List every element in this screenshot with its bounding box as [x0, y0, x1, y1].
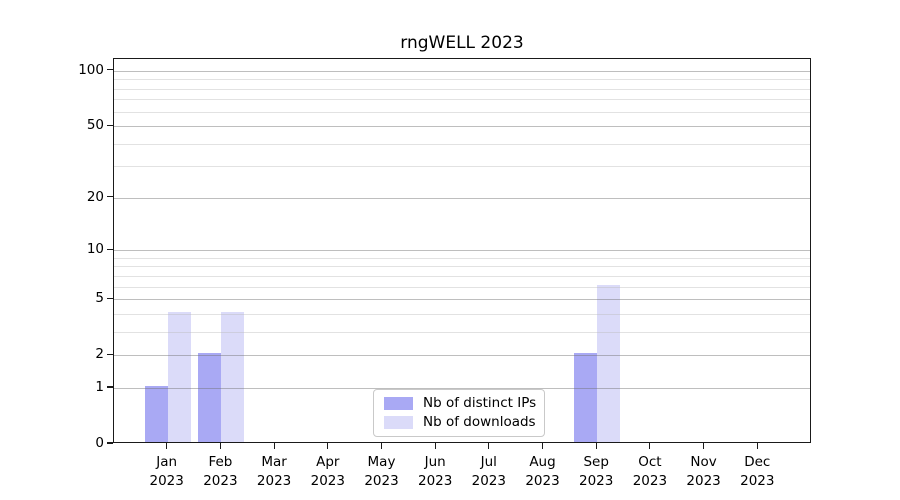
bar-distinct-ips — [198, 353, 222, 442]
y-tick-label: 50 — [86, 117, 104, 134]
y-axis-tick — [107, 297, 113, 299]
x-tick-label: Oct 2023 — [615, 453, 685, 490]
x-tick-year: 2023 — [632, 472, 668, 489]
bar-distinct-ips — [574, 353, 598, 442]
chart-title: rngWELL 2023 — [400, 33, 524, 53]
x-axis-tick — [380, 443, 383, 449]
x-tick-year: 2023 — [579, 472, 614, 489]
x-tick-month: Aug — [529, 454, 556, 470]
y-tick-label: 1 — [95, 379, 104, 395]
bar-downloads — [597, 284, 621, 442]
x-tick-month: Sep — [583, 454, 609, 470]
x-tick-year: 2023 — [364, 472, 399, 489]
x-tick-month: Feb — [208, 454, 233, 470]
x-tick-month: Apr — [316, 454, 340, 470]
x-axis-tick — [219, 443, 221, 449]
x-axis-tick — [273, 443, 275, 449]
legend-label-distinct-ips: Nb of distinct IPs — [423, 395, 537, 411]
y-axis-tick — [107, 124, 113, 126]
x-tick-month: Dec — [744, 454, 771, 470]
y-axis-tick — [107, 248, 113, 250]
x-tick-label: Feb 2023 — [185, 453, 255, 490]
x-tick-label: Dec 2023 — [722, 453, 792, 490]
x-axis-tick — [756, 443, 758, 449]
x-tick-month: Jul — [480, 454, 497, 470]
legend: Nb of distinct IPs Nb of downloads — [373, 389, 545, 437]
y-tick-label: 5 — [95, 290, 104, 307]
x-tick-year: 2023 — [418, 472, 453, 489]
x-tick-month: Jun — [424, 454, 446, 470]
bars-layer — [114, 59, 810, 442]
x-axis-tick — [488, 443, 490, 449]
y-axis-tick — [107, 353, 113, 355]
y-axis-tick — [107, 69, 113, 71]
y-axis-tick — [107, 442, 113, 444]
x-tick-label: Mar 2023 — [239, 453, 309, 490]
bar-distinct-ips — [144, 386, 168, 442]
x-tick-year: 2023 — [310, 472, 345, 489]
y-tick-label: 2 — [95, 346, 104, 363]
x-tick-year: 2023 — [256, 472, 292, 489]
y-tick-label: 0 — [95, 435, 104, 451]
x-tick-month: Mar — [261, 454, 287, 470]
x-tick-year: 2023 — [525, 472, 560, 489]
x-tick-month: Jan — [156, 454, 178, 470]
x-axis-tick — [166, 443, 168, 449]
x-tick-label: May 2023 — [347, 453, 417, 490]
y-tick-label: 10 — [86, 241, 104, 258]
plot-area — [113, 58, 811, 443]
legend-entry-downloads: Nb of downloads — [384, 415, 544, 430]
legend-swatch-distinct-ips-icon — [384, 397, 413, 410]
x-tick-label: Apr 2023 — [293, 453, 363, 490]
x-tick-label: Jun 2023 — [400, 453, 470, 490]
x-tick-year: 2023 — [203, 472, 238, 489]
x-axis-tick — [434, 443, 436, 449]
y-axis-tick — [107, 196, 113, 198]
legend-label-downloads: Nb of downloads — [423, 414, 536, 430]
x-axis-tick — [595, 443, 597, 449]
bar-downloads — [221, 311, 245, 442]
x-tick-label: Nov 2023 — [669, 453, 739, 490]
legend-entry-distinct-ips: Nb of distinct IPs — [384, 396, 544, 411]
x-axis-tick — [541, 443, 544, 449]
x-tick-label: Jan 2023 — [132, 453, 202, 490]
y-tick-label: 100 — [78, 61, 104, 78]
x-tick-month: May — [367, 454, 396, 470]
x-tick-year: 2023 — [686, 472, 721, 489]
y-axis-tick — [107, 386, 113, 388]
x-tick-month: Oct — [638, 454, 662, 470]
bar-downloads — [167, 311, 191, 442]
x-tick-year: 2023 — [149, 472, 184, 489]
x-tick-month: Nov — [690, 454, 717, 470]
x-tick-label: Jul 2023 — [454, 453, 524, 490]
x-tick-label: Aug 2023 — [508, 453, 578, 490]
x-axis-tick — [649, 443, 651, 449]
x-tick-year: 2023 — [740, 472, 775, 489]
legend-swatch-downloads-icon — [384, 416, 413, 429]
x-tick-year: 2023 — [471, 472, 506, 489]
x-axis-tick — [327, 443, 329, 449]
x-tick-label: Sep 2023 — [561, 453, 631, 490]
x-axis-tick — [703, 443, 705, 449]
y-tick-label: 20 — [86, 188, 104, 205]
